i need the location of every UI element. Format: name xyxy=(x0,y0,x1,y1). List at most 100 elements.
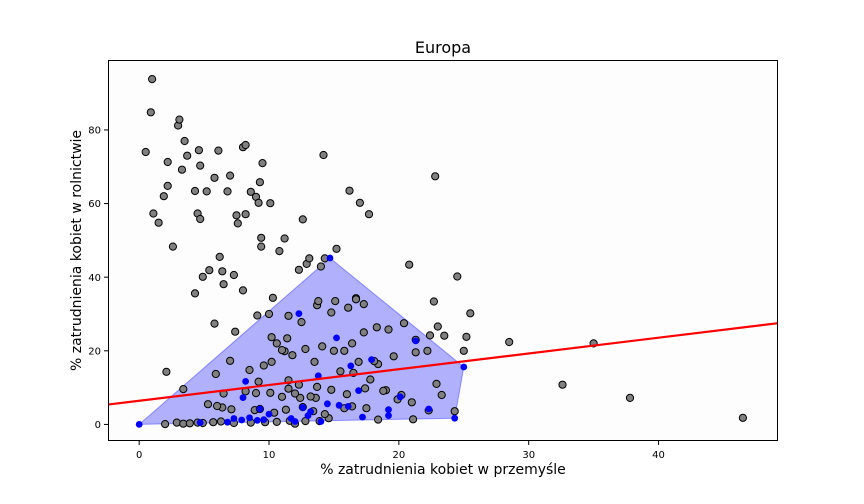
data-point xyxy=(429,297,438,306)
highlighted-data-point xyxy=(333,334,340,342)
highlighted-data-point xyxy=(385,406,392,414)
data-point xyxy=(411,348,420,357)
data-point xyxy=(466,309,475,318)
data-point xyxy=(214,146,223,155)
data-point xyxy=(296,393,305,402)
highlighted-data-point xyxy=(135,421,143,428)
data-point xyxy=(254,377,263,386)
data-point xyxy=(409,415,418,424)
data-point xyxy=(159,192,168,201)
data-point xyxy=(179,385,188,394)
data-point xyxy=(163,157,172,167)
data-point xyxy=(425,331,435,340)
highlighted-data-point xyxy=(291,418,299,425)
data-point xyxy=(241,210,250,219)
data-point xyxy=(161,420,170,429)
data-point xyxy=(505,337,514,347)
trend-line xyxy=(108,322,778,406)
data-point xyxy=(216,417,226,426)
data-point xyxy=(284,311,293,320)
data-point xyxy=(223,187,232,196)
data-point xyxy=(320,410,329,419)
data-point xyxy=(281,405,290,414)
y-axis-label: % zatrudnienia kobiet w rolnictwie xyxy=(69,130,85,371)
data-point xyxy=(440,331,449,340)
highlighted-data-point xyxy=(355,387,362,394)
plot-area xyxy=(108,75,778,429)
data-point xyxy=(215,252,224,261)
data-point xyxy=(336,367,345,376)
data-point xyxy=(183,151,192,160)
data-point xyxy=(332,244,341,253)
x-tick-label: 10 xyxy=(263,450,276,461)
data-point xyxy=(423,346,432,355)
data-point xyxy=(366,375,375,384)
highlighted-data-point xyxy=(239,394,247,401)
data-point xyxy=(738,413,748,422)
data-point xyxy=(141,147,150,157)
data-point xyxy=(310,357,319,366)
data-point xyxy=(433,322,442,331)
data-point xyxy=(294,265,303,274)
data-point xyxy=(185,419,194,428)
highlighted-data-point xyxy=(425,405,433,413)
data-point xyxy=(198,272,207,281)
data-point xyxy=(209,418,218,427)
highlighted-data-point xyxy=(246,414,253,422)
y-tick-label: 80 xyxy=(88,126,101,137)
data-point xyxy=(359,300,368,309)
data-point xyxy=(361,384,370,393)
data-point xyxy=(354,357,363,366)
data-point xyxy=(149,209,158,218)
highlighted-data-point xyxy=(307,408,314,415)
highlighted-data-point xyxy=(317,418,325,425)
data-point xyxy=(163,181,172,190)
highlighted-data-point xyxy=(335,401,343,409)
data-point xyxy=(154,218,163,227)
data-point xyxy=(246,187,255,196)
data-point xyxy=(257,242,266,251)
data-point xyxy=(344,303,353,312)
data-point xyxy=(203,400,213,409)
data-point xyxy=(257,233,266,242)
data-point xyxy=(233,219,242,228)
data-point xyxy=(329,346,338,355)
data-point xyxy=(251,389,261,398)
data-point xyxy=(355,198,364,207)
data-point xyxy=(432,379,441,388)
data-point xyxy=(453,272,462,281)
data-point xyxy=(227,405,236,414)
data-point xyxy=(313,382,322,391)
data-point xyxy=(288,351,297,360)
data-point xyxy=(306,392,315,401)
data-point xyxy=(272,417,281,426)
data-point xyxy=(277,346,287,355)
data-point xyxy=(431,172,440,181)
highlighted-data-point xyxy=(359,413,366,421)
data-point xyxy=(558,380,567,389)
data-point xyxy=(245,365,254,375)
data-point xyxy=(327,308,336,317)
data-point xyxy=(210,173,219,182)
data-point xyxy=(146,108,155,117)
data-point xyxy=(238,286,248,295)
data-point xyxy=(175,115,184,124)
x-axis-label: % zatrudnienia kobiet w przemyśle xyxy=(320,462,566,478)
data-point xyxy=(318,342,327,351)
data-point xyxy=(399,319,409,328)
x-tick-label: 0 xyxy=(136,450,142,461)
plot-frame xyxy=(108,60,778,441)
data-point xyxy=(264,309,274,319)
data-point xyxy=(259,361,268,370)
data-point xyxy=(258,159,267,168)
data-point xyxy=(218,267,227,276)
data-point xyxy=(232,211,241,220)
data-point xyxy=(226,171,235,180)
data-point xyxy=(202,187,211,196)
data-point xyxy=(177,165,187,174)
y-tick-label: 40 xyxy=(88,273,101,284)
data-point xyxy=(316,262,325,271)
data-point xyxy=(405,260,414,269)
x-tick-label: 20 xyxy=(392,450,405,461)
